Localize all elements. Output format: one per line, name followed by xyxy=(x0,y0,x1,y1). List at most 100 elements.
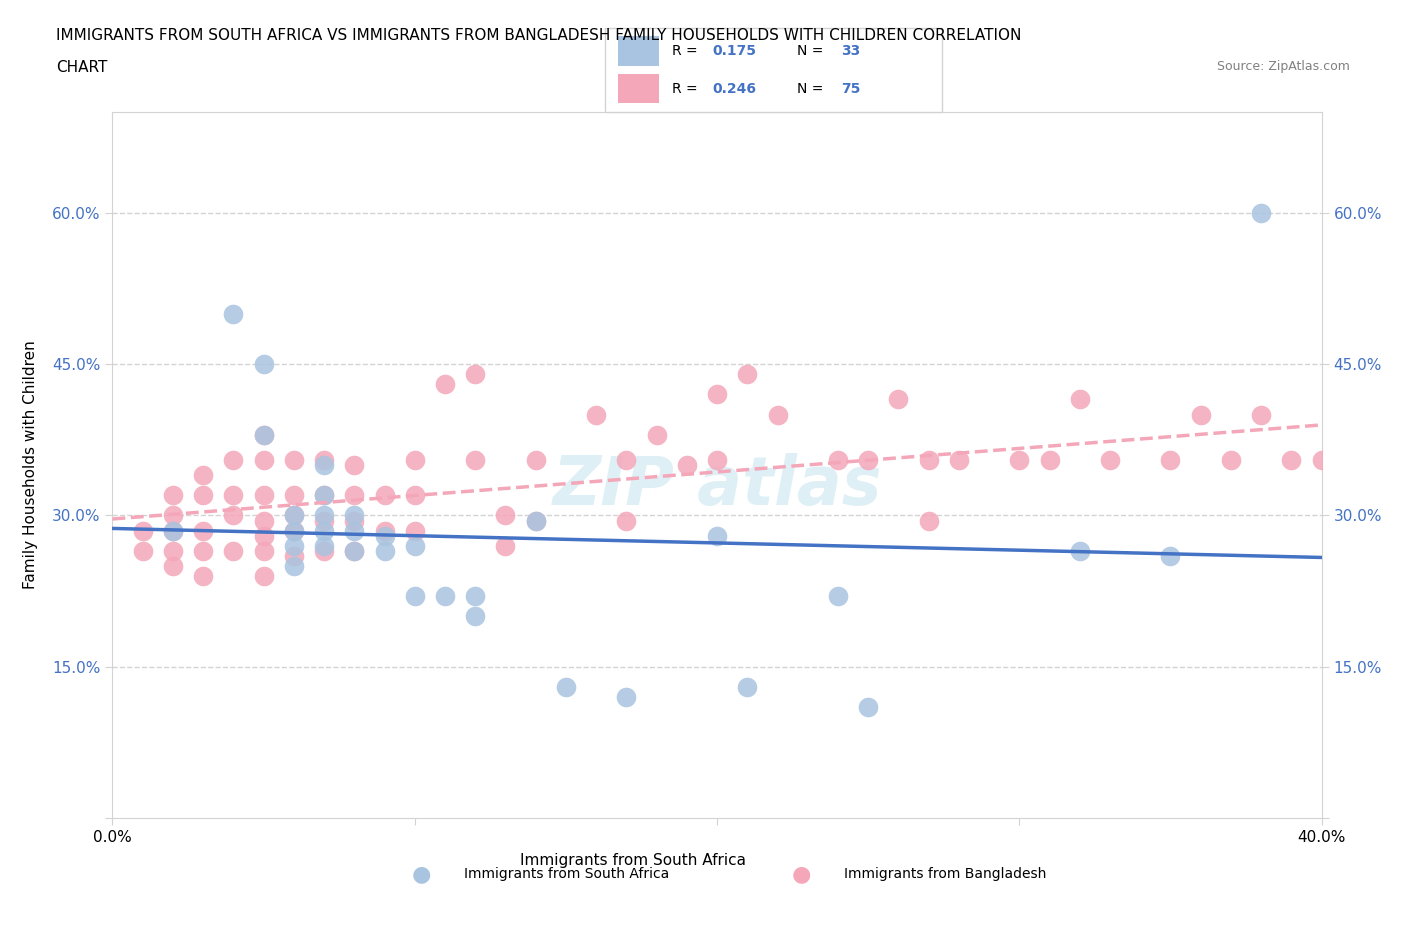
Point xyxy=(737,680,759,695)
Point xyxy=(314,538,336,553)
Point xyxy=(314,513,336,528)
Text: 33: 33 xyxy=(841,45,860,59)
Point xyxy=(766,407,789,422)
Text: IMMIGRANTS FROM SOUTH AFRICA VS IMMIGRANTS FROM BANGLADESH FAMILY HOUSEHOLDS WIT: IMMIGRANTS FROM SOUTH AFRICA VS IMMIGRAN… xyxy=(56,28,1022,43)
Point xyxy=(404,538,426,553)
Point xyxy=(253,488,276,503)
Point xyxy=(464,366,486,381)
Point xyxy=(374,488,396,503)
Point xyxy=(283,508,305,523)
Point xyxy=(191,543,214,558)
Point xyxy=(1069,392,1091,406)
Point xyxy=(675,458,697,472)
Point xyxy=(464,609,486,624)
Point xyxy=(737,366,759,381)
Point xyxy=(191,468,214,483)
Point xyxy=(374,528,396,543)
Point xyxy=(1038,453,1062,468)
Text: Source: ZipAtlas.com: Source: ZipAtlas.com xyxy=(1216,60,1350,73)
Point xyxy=(283,488,305,503)
Point xyxy=(887,392,910,406)
Text: ●: ● xyxy=(792,864,811,884)
Point xyxy=(314,458,336,472)
Text: ●: ● xyxy=(412,864,432,884)
Point xyxy=(283,524,305,538)
Point xyxy=(585,407,607,422)
Text: Immigrants from South Africa: Immigrants from South Africa xyxy=(464,867,669,882)
Text: 0.175: 0.175 xyxy=(713,45,756,59)
Point xyxy=(827,589,849,604)
Point xyxy=(162,524,184,538)
Point xyxy=(253,568,276,583)
Point xyxy=(343,543,366,558)
Point xyxy=(253,513,276,528)
Point xyxy=(343,524,366,538)
Point xyxy=(856,700,880,715)
Text: N =: N = xyxy=(797,82,828,96)
Text: ZIP atlas: ZIP atlas xyxy=(553,453,882,519)
Point xyxy=(222,543,245,558)
Text: 0.246: 0.246 xyxy=(713,82,756,96)
Point xyxy=(253,356,276,371)
Point xyxy=(283,453,305,468)
Point xyxy=(132,543,155,558)
Point xyxy=(253,427,276,442)
Point xyxy=(1310,453,1333,468)
Text: Immigrants from South Africa: Immigrants from South Africa xyxy=(520,853,745,868)
Point xyxy=(314,488,336,503)
Point xyxy=(374,524,396,538)
Y-axis label: Family Households with Children: Family Households with Children xyxy=(24,340,38,590)
Point xyxy=(283,549,305,564)
Point xyxy=(314,508,336,523)
Point xyxy=(1340,453,1362,468)
Point xyxy=(495,508,517,523)
Point xyxy=(404,453,426,468)
Bar xyxy=(619,74,658,103)
Point xyxy=(162,559,184,574)
Point xyxy=(222,508,245,523)
Point xyxy=(524,513,547,528)
Point xyxy=(162,488,184,503)
Point xyxy=(616,453,638,468)
Point xyxy=(222,488,245,503)
Text: R =: R = xyxy=(672,82,702,96)
Point xyxy=(343,513,366,528)
Point xyxy=(464,453,486,468)
Point xyxy=(524,453,547,468)
Point xyxy=(1069,543,1091,558)
Point xyxy=(1159,549,1181,564)
Point xyxy=(918,453,941,468)
Point xyxy=(1008,453,1031,468)
Point xyxy=(314,543,336,558)
Point xyxy=(1159,453,1181,468)
Point xyxy=(283,524,305,538)
Point xyxy=(404,589,426,604)
Point xyxy=(404,488,426,503)
Point xyxy=(1400,453,1406,468)
Point xyxy=(706,387,728,402)
Point xyxy=(314,453,336,468)
Text: Immigrants from Bangladesh: Immigrants from Bangladesh xyxy=(844,867,1046,882)
Point xyxy=(253,528,276,543)
Point xyxy=(554,680,576,695)
Point xyxy=(253,453,276,468)
Text: R =: R = xyxy=(672,45,702,59)
Point xyxy=(162,524,184,538)
Text: 75: 75 xyxy=(841,82,860,96)
Point xyxy=(314,488,336,503)
Point xyxy=(404,524,426,538)
Point xyxy=(1250,407,1272,422)
Point xyxy=(374,543,396,558)
FancyBboxPatch shape xyxy=(605,28,942,112)
Point xyxy=(1279,453,1302,468)
Point xyxy=(856,453,880,468)
Point xyxy=(343,488,366,503)
Text: N =: N = xyxy=(797,45,828,59)
Point xyxy=(645,427,668,442)
Point xyxy=(1250,206,1272,220)
Point xyxy=(283,538,305,553)
Point xyxy=(222,306,245,321)
Point xyxy=(191,524,214,538)
Point xyxy=(433,589,456,604)
Point xyxy=(191,488,214,503)
